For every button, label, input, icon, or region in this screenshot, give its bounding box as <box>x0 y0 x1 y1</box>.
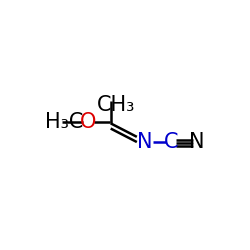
Text: O: O <box>80 112 96 132</box>
Text: C: C <box>164 132 178 152</box>
Text: CH₃: CH₃ <box>97 96 136 116</box>
Text: N: N <box>137 132 152 152</box>
Text: H₃C: H₃C <box>45 112 83 132</box>
Text: N: N <box>189 132 205 152</box>
